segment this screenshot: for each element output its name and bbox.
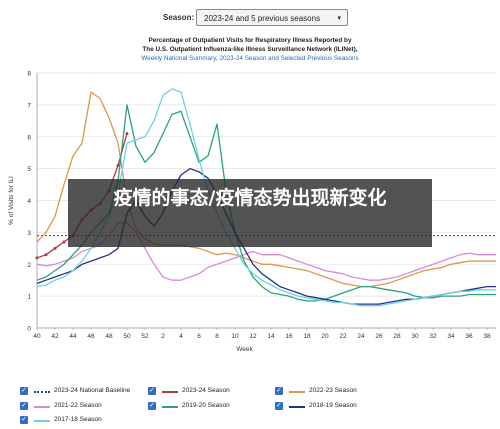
y-tick-label: 4: [27, 198, 31, 205]
y-tick-label: 7: [27, 102, 31, 109]
chart-title-line-2: The U.S. Outpatient Influenza-like Illne…: [142, 46, 358, 53]
x-tick-label: 10: [231, 333, 239, 340]
overlay-banner-text: 疫情的事态/疫情态势出现新变化: [113, 187, 387, 209]
legend-swatch: [162, 391, 178, 393]
legend-label: 2018-19 Season: [309, 402, 357, 409]
chart-title-line-3: Weekly National Summary, 2023-24 Season …: [141, 55, 359, 62]
x-tick-label: 32: [429, 333, 437, 340]
series-point-s2023_24: [53, 246, 57, 250]
x-tick-label: 26: [375, 333, 383, 340]
x-tick-label: 28: [393, 333, 401, 340]
x-tick-label: 16: [285, 333, 293, 340]
x-tick-label: 36: [465, 333, 473, 340]
y-tick-label: 6: [27, 134, 31, 141]
series-line-s2022_23: [36, 91, 496, 288]
chevron-down-icon: ▾: [337, 15, 341, 22]
y-tick-label: 2: [27, 262, 31, 269]
x-tick-label: 6: [197, 333, 201, 340]
x-tick-label: 40: [33, 333, 41, 340]
legend-label: 2019-20 Season: [182, 402, 230, 409]
legend-label: 2022-23 Season: [309, 387, 357, 394]
legend-swatch: [34, 391, 50, 393]
x-tick-label: 30: [411, 333, 419, 340]
season-selector-bar: Season: 2023-24 and 5 previous seasons ▾: [0, 8, 500, 28]
season-dropdown[interactable]: 2023-24 and 5 previous seasons ▾: [196, 9, 348, 26]
x-tick-label: 18: [303, 333, 311, 340]
x-tick-label: 12: [249, 333, 257, 340]
season-label: Season:: [163, 13, 195, 22]
legend-label: 2023-24 National Baseline: [54, 387, 131, 394]
legend-label: 2017-18 Season: [54, 416, 102, 423]
checkbox-checked-icon[interactable]: ✓: [275, 402, 283, 410]
y-tick-label: 1: [27, 294, 31, 301]
series-point-s2023_24: [62, 240, 66, 244]
series-point-s2023_24: [125, 132, 129, 136]
x-tick-label: 48: [105, 333, 113, 340]
legend-label: 2023-24 Season: [182, 387, 230, 394]
x-tick-label: 24: [357, 333, 365, 340]
x-tick-label: 46: [87, 333, 95, 340]
checkbox-checked-icon[interactable]: ✓: [148, 387, 156, 395]
checkbox-checked-icon[interactable]: ✓: [20, 387, 28, 395]
overlay-banner: [68, 179, 432, 247]
y-tick-label: 8: [27, 71, 31, 78]
checkbox-checked-icon[interactable]: ✓: [20, 402, 28, 410]
legend-swatch: [289, 391, 305, 393]
legend-swatch: [162, 406, 178, 408]
x-tick-label: 44: [69, 333, 77, 340]
y-tick-label: 0: [27, 326, 31, 333]
checkbox-checked-icon[interactable]: ✓: [20, 416, 28, 424]
x-tick-label: 22: [339, 333, 347, 340]
series-point-s2023_24: [35, 256, 39, 260]
legend-swatch: [34, 420, 50, 422]
x-tick-label: 4: [179, 333, 183, 340]
x-tick-label: 14: [267, 333, 275, 340]
y-tick-label: 5: [27, 166, 31, 173]
season-dropdown-value: 2023-24 and 5 previous seasons: [204, 14, 321, 23]
chart-legend: ✓ 2023-24 National Baseline ✓ 2023-24 Seaso…: [20, 386, 490, 428]
x-tick-label: 2: [161, 333, 165, 340]
x-axis-title: Week: [236, 346, 253, 353]
y-tick-label: 3: [27, 230, 31, 237]
x-tick-label: 20: [321, 333, 329, 340]
legend-swatch: [289, 406, 305, 408]
x-tick-label: 52: [141, 333, 149, 340]
x-tick-label: 50: [123, 333, 131, 340]
series-point-s2023_24: [116, 163, 120, 167]
x-tick-label: 42: [51, 333, 59, 340]
legend-swatch: [34, 406, 50, 408]
x-tick-label: 34: [447, 333, 455, 340]
checkbox-checked-icon[interactable]: ✓: [148, 402, 156, 410]
legend-label: 2021-22 Season: [54, 402, 102, 409]
x-tick-label: 8: [215, 333, 219, 340]
y-axis-title: % of Visits for ILI: [8, 176, 15, 225]
x-tick-label: 38: [483, 333, 491, 340]
checkbox-checked-icon[interactable]: ✓: [275, 387, 283, 395]
chart-title: Percentage of Outpatient Visits for Resp…: [0, 36, 500, 63]
chart-title-line-1: Percentage of Outpatient Visits for Resp…: [148, 37, 352, 44]
series-point-s2023_24: [44, 253, 48, 257]
